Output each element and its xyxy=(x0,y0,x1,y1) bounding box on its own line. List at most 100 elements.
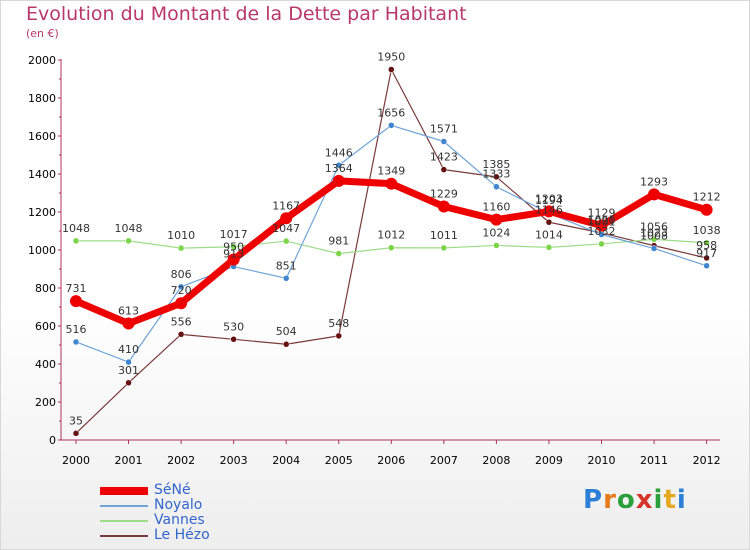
data-label: 1024 xyxy=(482,226,510,239)
data-point xyxy=(595,219,608,232)
data-label: 613 xyxy=(118,305,139,318)
logo-letter: r xyxy=(603,485,617,515)
x-tick-label: 2009 xyxy=(535,454,563,467)
data-label: 1023 xyxy=(640,227,668,240)
data-point xyxy=(437,200,450,213)
data-label: 516 xyxy=(66,323,87,336)
data-label: 950 xyxy=(223,241,244,254)
proxiti-logo: Proxiti xyxy=(583,485,687,515)
legend-item: Le Hézo xyxy=(100,528,300,543)
data-point xyxy=(72,237,80,245)
data-label: 1423 xyxy=(430,151,458,164)
data-label: 35 xyxy=(69,414,83,427)
logo-letter: i xyxy=(676,485,687,515)
data-point xyxy=(388,66,395,73)
data-label: 1364 xyxy=(325,162,353,175)
data-point xyxy=(493,242,500,249)
data-label: 1656 xyxy=(377,106,405,119)
data-point xyxy=(545,244,553,251)
logo-letter: P xyxy=(583,485,604,515)
y-tick-label: 800 xyxy=(35,282,56,295)
data-label: 1129 xyxy=(588,206,616,219)
data-point xyxy=(388,244,395,251)
data-label: 720 xyxy=(171,284,192,297)
data-point xyxy=(230,243,237,251)
data-label: 1017 xyxy=(220,228,248,241)
data-point xyxy=(648,188,661,201)
data-point xyxy=(542,205,555,218)
data-point xyxy=(125,358,132,366)
data-label: 1349 xyxy=(377,165,405,178)
data-point xyxy=(175,297,188,310)
y-tick-label: 0 xyxy=(49,434,56,447)
data-point xyxy=(440,138,448,145)
y-tick-label: 1200 xyxy=(28,206,56,219)
data-label: 1032 xyxy=(588,225,616,238)
y-tick-label: 1000 xyxy=(28,244,56,257)
x-tick-label: 2002 xyxy=(167,454,195,467)
data-label: 1194 xyxy=(535,194,563,207)
data-point xyxy=(545,219,553,226)
y-tick-label: 1800 xyxy=(28,92,56,105)
data-label: 1081 xyxy=(588,216,616,229)
logo-letter: i xyxy=(653,485,664,515)
data-point xyxy=(335,250,342,257)
chart-subtitle: (en €) xyxy=(26,27,59,40)
data-label: 1012 xyxy=(377,229,405,242)
x-tick-label: 2006 xyxy=(377,454,405,467)
data-label: 1047 xyxy=(272,222,300,235)
x-tick-label: 2000 xyxy=(62,454,90,467)
data-label: 1048 xyxy=(62,222,90,235)
data-label: 1090 xyxy=(588,214,616,227)
data-point xyxy=(385,177,398,190)
legend-swatch xyxy=(100,520,148,522)
x-tick-label: 2001 xyxy=(115,454,143,467)
data-label: 1293 xyxy=(640,175,668,188)
data-label: 1212 xyxy=(693,191,721,204)
data-label: 1146 xyxy=(535,203,563,216)
data-label: 1010 xyxy=(167,229,195,242)
data-label: 1571 xyxy=(430,123,458,136)
data-point xyxy=(125,237,132,245)
data-label: 731 xyxy=(66,282,87,295)
data-point xyxy=(388,122,395,129)
legend: SéNé Noyalo Vannes Le Hézo xyxy=(100,483,300,543)
data-point xyxy=(703,239,710,247)
data-point xyxy=(700,203,713,216)
data-point xyxy=(493,183,500,190)
data-point xyxy=(72,430,80,437)
data-point xyxy=(598,240,605,248)
y-tick-label: 200 xyxy=(35,396,56,409)
data-point xyxy=(493,173,500,181)
data-point xyxy=(70,295,82,308)
data-point xyxy=(440,166,448,173)
legend-swatch xyxy=(100,487,148,495)
x-tick-label: 2004 xyxy=(272,454,300,467)
legend-label: Vannes xyxy=(154,512,205,528)
legend-label: Le Hézo xyxy=(154,527,210,543)
data-label: 1446 xyxy=(325,146,353,159)
data-label: 958 xyxy=(696,239,717,252)
data-point xyxy=(72,338,80,346)
x-tick-label: 2012 xyxy=(693,454,721,467)
data-point xyxy=(335,332,342,340)
y-tick-label: 600 xyxy=(35,320,56,333)
y-tick-label: 2000 xyxy=(28,54,56,67)
data-label: 504 xyxy=(276,325,297,338)
data-point xyxy=(230,336,237,343)
x-tick-label: 2011 xyxy=(640,454,668,467)
data-label: 1056 xyxy=(640,220,668,233)
logo-letter: t xyxy=(663,485,677,515)
data-label: 556 xyxy=(171,315,192,328)
data-label: 1038 xyxy=(693,224,721,237)
data-point xyxy=(282,237,290,245)
data-label: 1048 xyxy=(115,222,143,235)
data-point xyxy=(650,236,658,243)
y-tick-label: 1400 xyxy=(28,168,56,181)
data-point xyxy=(598,231,605,238)
data-label: 1333 xyxy=(482,168,510,181)
data-label: 1011 xyxy=(430,229,458,242)
data-point xyxy=(227,253,240,266)
data-point xyxy=(703,254,710,262)
